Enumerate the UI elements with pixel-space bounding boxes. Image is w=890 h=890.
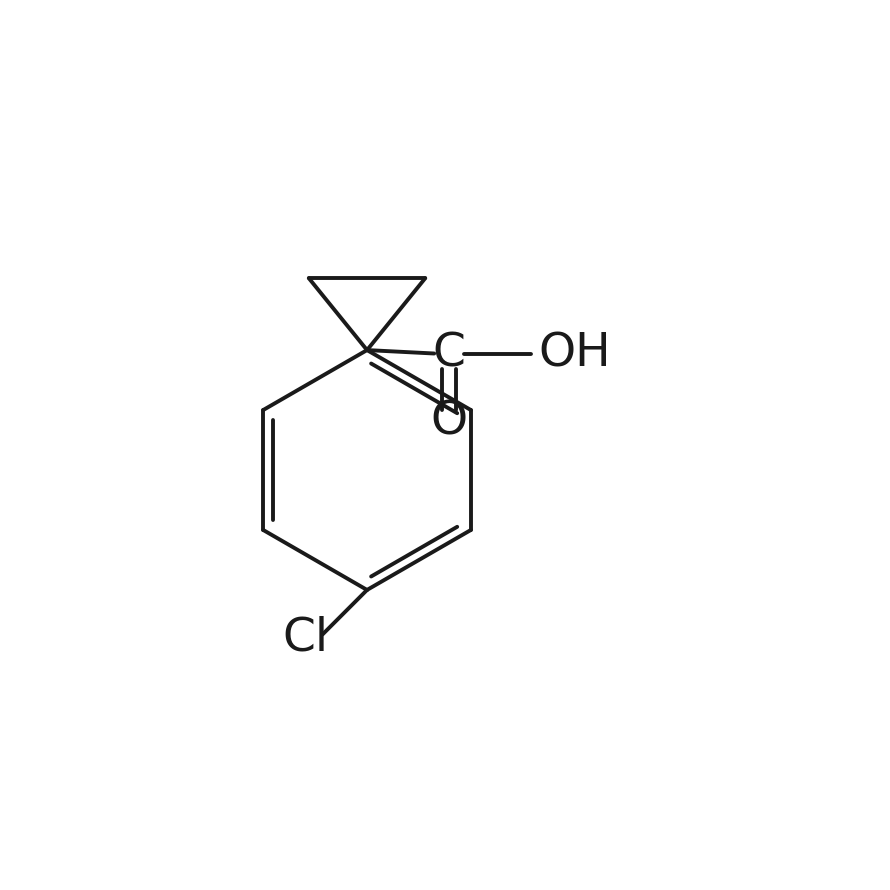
Text: Cl: Cl	[282, 615, 328, 660]
Text: O: O	[431, 400, 468, 444]
Text: OH: OH	[538, 331, 611, 376]
Text: C: C	[433, 331, 465, 376]
